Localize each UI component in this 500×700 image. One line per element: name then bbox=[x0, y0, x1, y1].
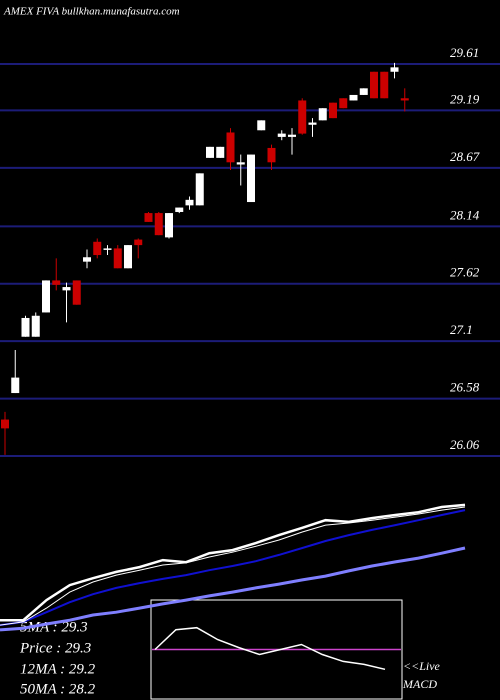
candle-body bbox=[236, 162, 245, 165]
candle-body bbox=[359, 88, 368, 95]
candle-body bbox=[83, 257, 91, 262]
candle-body bbox=[339, 98, 348, 109]
candle-body bbox=[329, 102, 337, 119]
candle-body bbox=[226, 132, 235, 163]
indicator-label: Price : 29.3 bbox=[19, 640, 91, 656]
candle-body bbox=[349, 94, 358, 101]
y-tick-label: 27.62 bbox=[450, 265, 480, 280]
candle-body bbox=[72, 280, 81, 305]
indicator-line bbox=[0, 506, 466, 626]
macd-box bbox=[150, 599, 403, 700]
candle-body bbox=[247, 154, 255, 203]
indicator-label: 12MA : 29.2 bbox=[20, 661, 96, 677]
candle-body bbox=[277, 133, 286, 137]
candle-body bbox=[216, 146, 225, 158]
candle-body bbox=[93, 241, 102, 256]
candle-body bbox=[1, 419, 9, 429]
candle-body bbox=[390, 67, 399, 72]
candle-body bbox=[195, 173, 204, 206]
candle-body bbox=[380, 71, 389, 99]
candle-body bbox=[257, 120, 266, 131]
indicator-line bbox=[0, 509, 466, 627]
indicator-line bbox=[0, 546, 466, 632]
live-label: MACD bbox=[402, 677, 437, 691]
candle-body bbox=[103, 248, 112, 250]
y-tick-label: 29.19 bbox=[450, 91, 480, 106]
candle-body bbox=[154, 213, 163, 236]
candle-body bbox=[144, 213, 153, 222]
candle-body bbox=[400, 98, 409, 101]
candle-body bbox=[298, 100, 307, 134]
candle-body bbox=[11, 377, 20, 394]
macd-line bbox=[154, 626, 386, 671]
candle-body bbox=[288, 134, 296, 137]
indicator-label: 5MA : 29.3 bbox=[20, 619, 88, 635]
candle-body bbox=[52, 280, 61, 285]
candle-body bbox=[206, 146, 214, 158]
candle-body bbox=[318, 108, 327, 121]
candle-body bbox=[113, 248, 122, 269]
y-tick-label: 28.67 bbox=[450, 149, 480, 164]
y-tick-label: 29.61 bbox=[450, 45, 479, 60]
live-label: <<Live bbox=[403, 659, 441, 673]
indicator-line bbox=[0, 503, 466, 622]
y-tick-label: 28.14 bbox=[450, 207, 480, 222]
candle-body bbox=[31, 315, 40, 337]
candle-body bbox=[185, 199, 194, 206]
indicator-label: 50MA : 28.2 bbox=[20, 681, 96, 697]
candle-body bbox=[124, 245, 132, 269]
candle-body bbox=[175, 207, 184, 212]
y-tick-label: 26.58 bbox=[450, 380, 480, 395]
candle-body bbox=[21, 317, 30, 337]
candle-body bbox=[370, 71, 378, 99]
y-tick-label: 26.06 bbox=[450, 437, 480, 452]
candle-body bbox=[134, 239, 143, 246]
candle-body bbox=[62, 287, 71, 291]
y-tick-label: 27.1 bbox=[450, 322, 473, 337]
candle-body bbox=[42, 280, 50, 313]
chart-title: AMEX FIVA bullkhan.munafasutra.com bbox=[3, 6, 180, 18]
candle-body bbox=[267, 147, 276, 163]
candle-body bbox=[308, 122, 317, 125]
candle-body bbox=[165, 213, 173, 238]
